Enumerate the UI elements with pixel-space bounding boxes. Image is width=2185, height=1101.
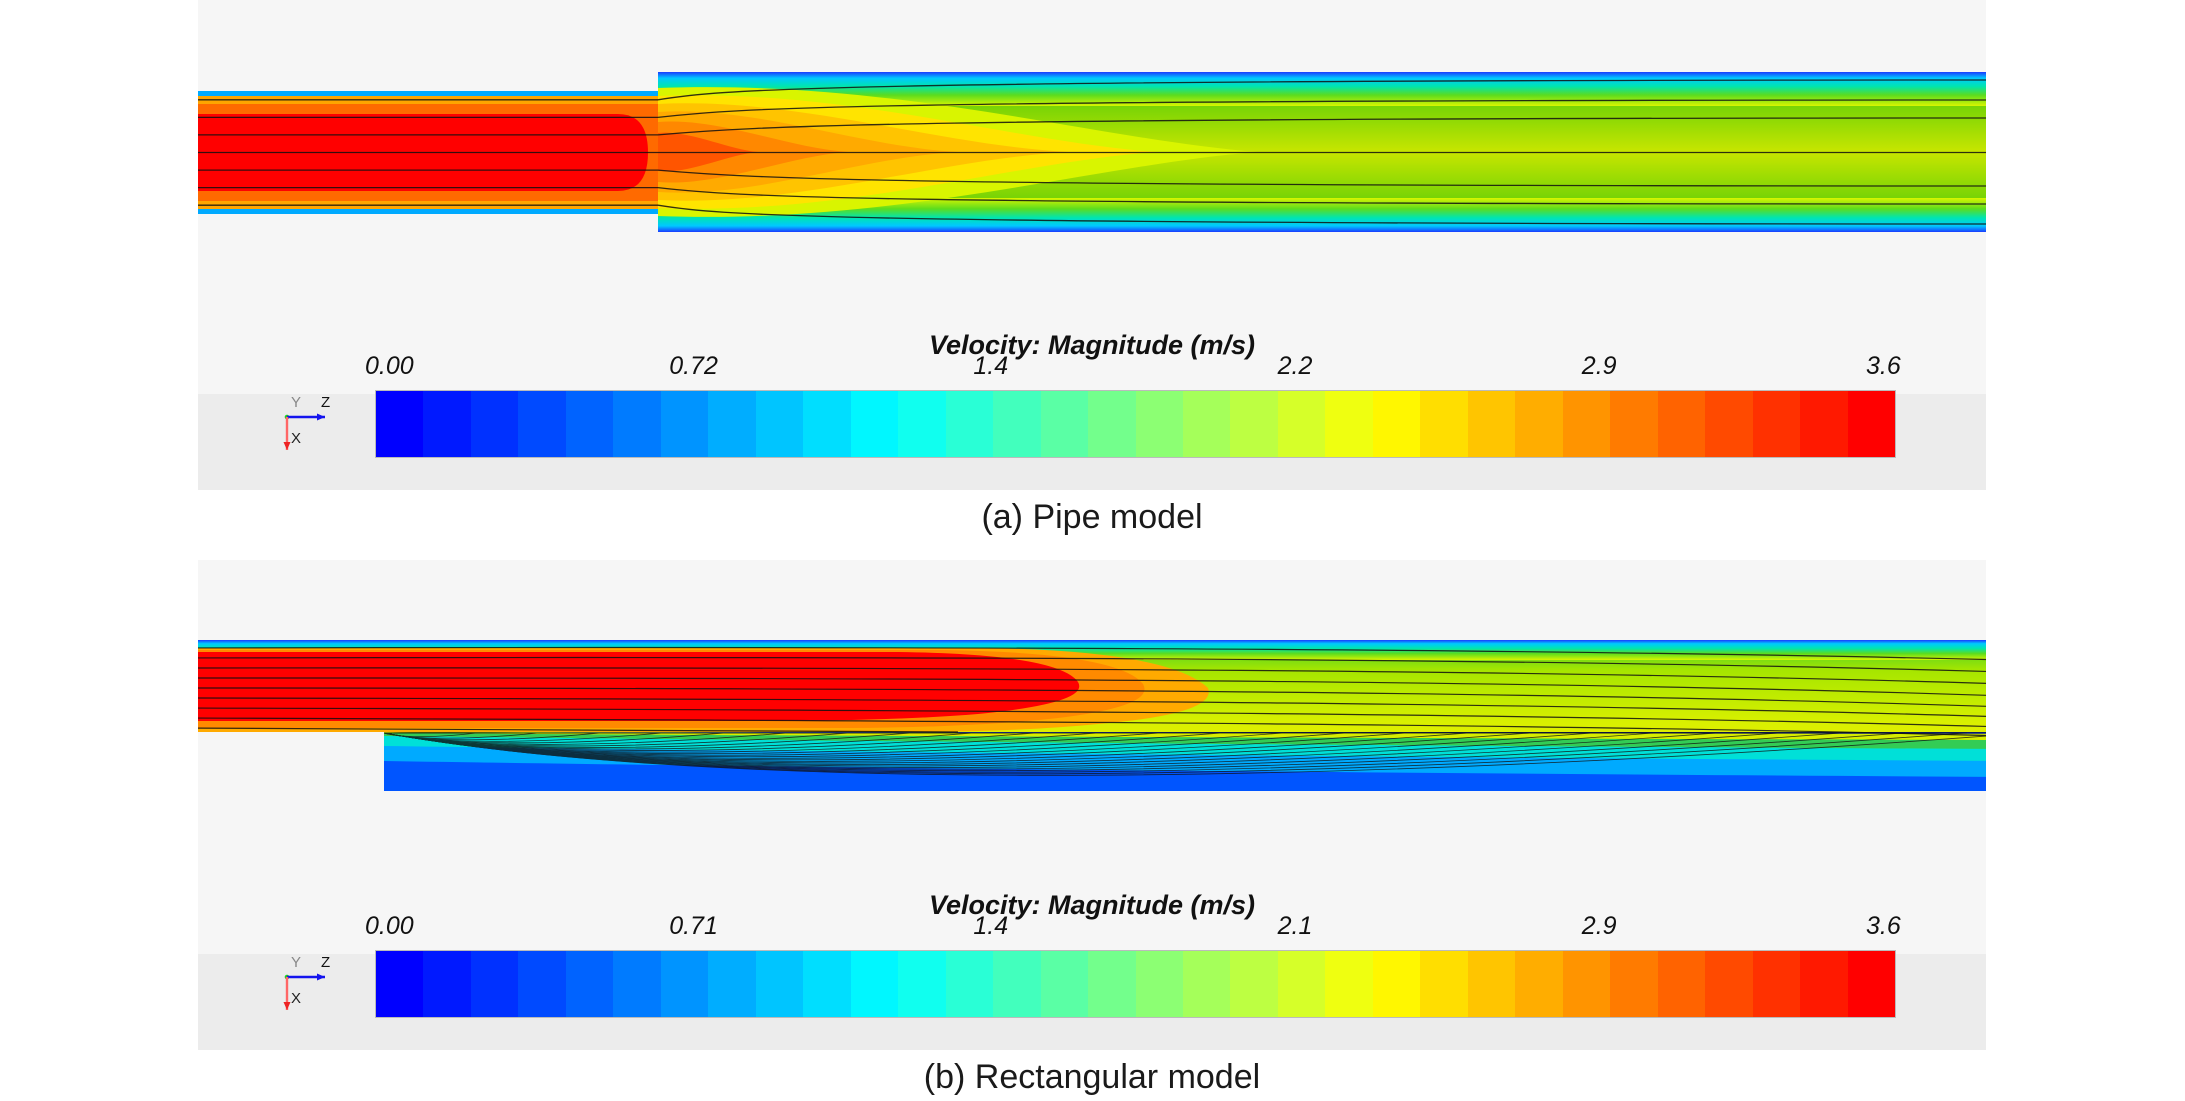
svg-text:X: X <box>291 990 301 1007</box>
svg-text:X: X <box>291 430 301 447</box>
svg-text:Z: Z <box>321 955 330 971</box>
svg-text:Z: Z <box>321 395 330 411</box>
svg-text:Y: Y <box>291 395 301 411</box>
svg-text:Y: Y <box>291 955 301 971</box>
